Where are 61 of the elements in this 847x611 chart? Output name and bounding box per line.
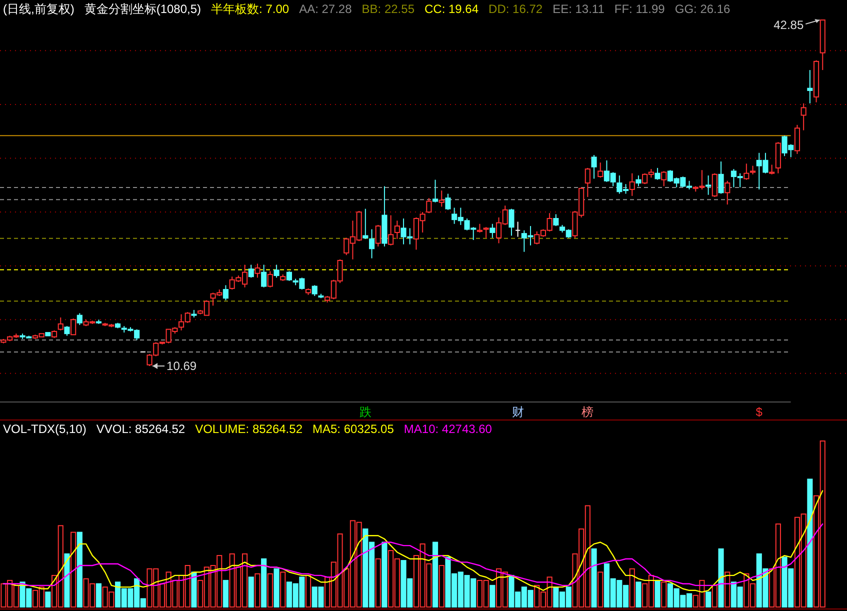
text: 跌 [359, 405, 372, 419]
candlestick [368, 228, 375, 259]
text: MA5: 60325.05 [312, 422, 394, 436]
bar [661, 582, 667, 608]
candlestick [654, 167, 660, 180]
bar [438, 565, 444, 608]
text: MA10: 42743.60 [404, 422, 492, 436]
bar [248, 576, 254, 608]
bar [432, 542, 438, 608]
bar [382, 542, 388, 608]
bar [70, 532, 76, 608]
chart-title: (日线,前复权) [3, 2, 74, 16]
candlestick [629, 172, 635, 196]
bar [305, 574, 312, 608]
bar [724, 572, 730, 608]
text: DD: 16.72 [488, 2, 543, 16]
candlestick [718, 160, 724, 194]
text: EE: 13.11 [552, 2, 605, 16]
text: FF: 11.99 [614, 2, 666, 16]
bar [64, 553, 70, 608]
candlestick [394, 220, 400, 240]
candlestick [744, 163, 750, 180]
bar [490, 584, 496, 608]
bar [261, 558, 267, 608]
bar [636, 582, 642, 608]
text: AA: 27.28 [299, 2, 352, 16]
text: GG: 26.16 [674, 2, 731, 16]
text: 榜 [582, 405, 594, 419]
bar [591, 548, 597, 608]
chart-subtitle: 黄金分割坐标(1080,5) [84, 2, 202, 16]
annotation: 42.85 [774, 18, 804, 32]
bar [629, 568, 635, 608]
bar [45, 592, 51, 608]
text: 财 [512, 405, 524, 419]
annotation: 10.69 [166, 359, 197, 373]
bar [712, 584, 718, 608]
bar [280, 572, 286, 608]
text: 半年板数: 7.00 [211, 2, 290, 16]
bar [96, 583, 102, 608]
candlestick [807, 70, 813, 104]
chart-title: VOL-TDX(5,10) [3, 422, 86, 436]
bar [807, 478, 813, 608]
bar [598, 572, 604, 608]
text: VOLUME: 85264.52 [195, 422, 303, 436]
text: VVOL: 85264.52 [96, 422, 186, 436]
candlestick [706, 174, 712, 196]
text: BB: 22.55 [362, 2, 415, 16]
candlestick [382, 186, 388, 247]
candlestick [515, 221, 521, 238]
bar [254, 573, 260, 608]
bar [267, 573, 273, 608]
bar [274, 568, 280, 608]
bar [718, 548, 724, 608]
bar [706, 592, 712, 608]
bar [191, 572, 197, 608]
text: CC: 19.64 [424, 2, 479, 16]
bar [222, 580, 229, 608]
bar [76, 532, 82, 608]
text: $ [756, 405, 763, 419]
bar [375, 558, 381, 608]
bar [654, 580, 660, 608]
